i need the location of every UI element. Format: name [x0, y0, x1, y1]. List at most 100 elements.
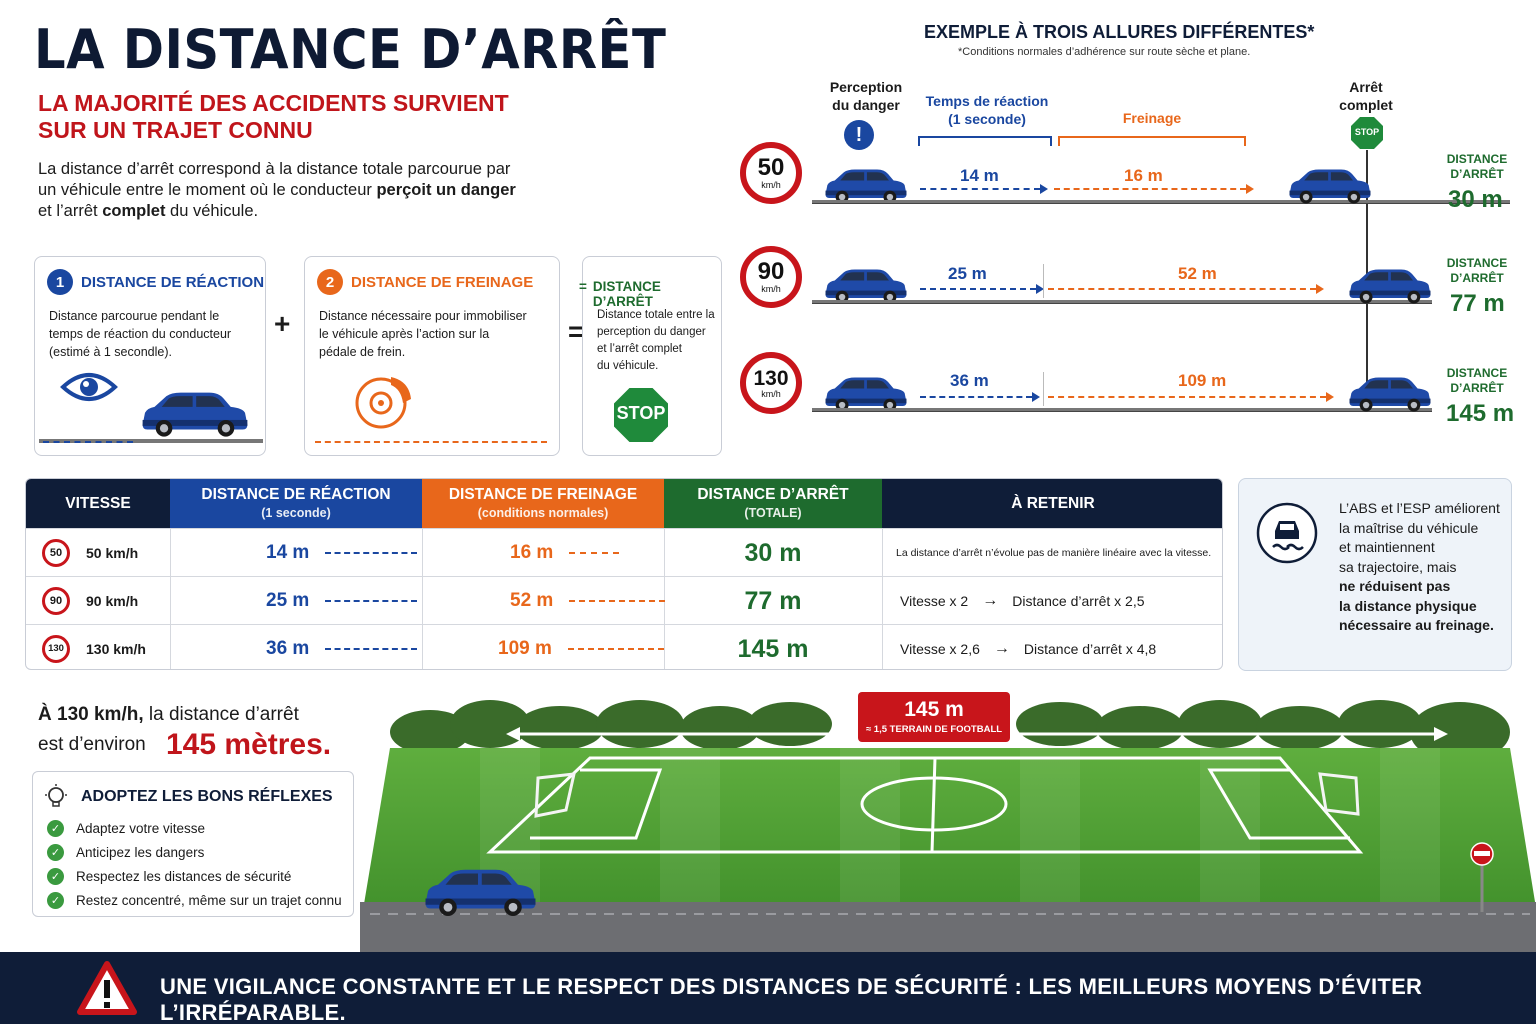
braking-arrow — [1048, 396, 1326, 398]
fact-text: la distance d’arrêt — [143, 704, 299, 725]
reaction-value: 14 m — [266, 542, 310, 563]
reaction-arrow — [325, 600, 418, 602]
text-line: Temps de réaction — [925, 93, 1049, 109]
subtitle-line-2: SUR UN TRAJET CONNU — [38, 117, 313, 143]
check-icon: ✓ — [47, 844, 64, 861]
lightbulb-icon — [45, 784, 67, 807]
text-line: DISTANCE — [1446, 152, 1508, 166]
fact-distance: 145 mètres. — [166, 728, 332, 761]
braking-distance-card: 2 DISTANCE DE FREINAGE Distance nécessai… — [304, 256, 560, 456]
intro-bold: complet — [102, 202, 166, 220]
header-text: DISTANCE D’ARRÊT — [697, 485, 849, 503]
stopping-distance-card: = DISTANCE D’ARRÊT Distance totale entre… — [579, 256, 722, 456]
speed-cell: 90 90 km/h — [42, 577, 138, 625]
equals-prefix: = — [579, 279, 587, 294]
speed-sign-value: 130 — [48, 643, 64, 655]
reaction-cell: 14 m — [266, 529, 418, 577]
speed-sign-icon: 90 — [42, 587, 70, 615]
speed-value: 130 — [753, 366, 789, 390]
text-line-bold: la distance physique — [1339, 597, 1477, 614]
right-arrow-icon: → — [993, 640, 1010, 657]
road — [812, 300, 1432, 304]
speed-text: 90 km/h — [86, 593, 139, 609]
reaction-time-label: Temps de réaction (1 seconde) — [914, 92, 1060, 128]
text-line: et maintiennent — [1339, 539, 1435, 555]
abs-esp-text: L’ABS et l’ESP améliorent la maîtrise du… — [1339, 499, 1500, 636]
stop-label: Arrêt complet — [1334, 78, 1398, 114]
stopping-card-header: = DISTANCE D’ARRÊT — [579, 279, 721, 309]
total-cell: 30 m — [664, 529, 882, 577]
text-line-bold: ne réduisent pas — [1339, 578, 1451, 594]
table-row: 50 50 km/h 14 m 16 m 30 m La distance d’a… — [26, 528, 1222, 577]
text-line: D’ARRÊT — [1450, 381, 1504, 395]
subtitle-line-1: LA MAJORITÉ DES ACCIDENTS SURVIENT — [38, 90, 509, 116]
text-line: Distance nécessaire pour immobiliser — [319, 309, 527, 323]
arrow-head — [1246, 184, 1254, 194]
eye-icon — [60, 373, 118, 401]
text-line: complet — [1339, 97, 1393, 113]
text-line: DISTANCE — [1446, 366, 1508, 380]
example-title: EXEMPLE À TROIS ALLURES DIFFÉRENTES* — [924, 22, 1315, 42]
braking-bracket — [1058, 136, 1246, 146]
fact-speed: À 130 km/h, — [38, 704, 144, 725]
speed-text: 50 km/h — [86, 545, 139, 561]
remember-cell: Vitesse x 2,6 → Distance d’arrêt x 4,8 — [900, 625, 1156, 669]
reaction-arrow — [325, 648, 418, 650]
total-cell: 145 m — [664, 625, 882, 669]
text-line: D’ARRÊT — [1450, 271, 1504, 285]
intro-text: La distance d’arrêt correspond à la dist… — [38, 160, 511, 199]
step-number: 2 — [317, 269, 343, 295]
equals-sign: = — [568, 316, 585, 347]
braking-arrow — [315, 441, 547, 443]
brake-disc-icon — [355, 377, 411, 429]
header-subtext: (TOTALE) — [744, 505, 802, 520]
speed-value: 50 — [757, 154, 785, 181]
header-reaction: DISTANCE DE RÉACTION (1 seconde) — [170, 479, 422, 528]
text-line: Distance totale entre la — [597, 309, 715, 321]
check-icon: ✓ — [47, 892, 64, 909]
speed-sign-130: 130 km/h — [740, 352, 802, 414]
fact-line-1: À 130 km/h, la distance d’arrêt — [38, 704, 299, 726]
tip-item: ✓ Restez concentré, même sur un trajet co… — [47, 892, 342, 909]
footer-banner: UNE VIGILANCE CONSTANTE ET LE RESPECT DE… — [0, 952, 1536, 1024]
tip-text: Anticipez les dangers — [76, 845, 205, 860]
total-label: DISTANCE D’ARRÊT — [1440, 366, 1514, 396]
tip-text: Respectez les distances de sécurité — [76, 869, 292, 884]
perception-label: Perception du danger — [826, 78, 906, 114]
reaction-distance-card: 1 DISTANCE DE RÉACTION Distance parcouru… — [34, 256, 266, 456]
arrow-head — [1040, 184, 1048, 194]
fact-line-2: est d’environ — [38, 734, 146, 755]
remember-text: La distance d’arrêt n’évolue pas de mani… — [896, 547, 1212, 559]
text-line: sa trajectoire, mais — [1339, 558, 1457, 575]
tips-title: ADOPTEZ LES BONS RÉFLEXES — [81, 788, 333, 805]
header-remember: À RETENIR — [882, 479, 1222, 528]
column-divider — [422, 528, 423, 669]
tips-header: ADOPTEZ LES BONS RÉFLEXES — [43, 784, 333, 810]
reaction-cell: 36 m — [266, 625, 418, 669]
braking-arrow — [1048, 288, 1316, 290]
football-field-illustration — [360, 700, 1536, 952]
speed-sign-50: 50 km/h — [740, 142, 802, 204]
remember-speed-factor: Vitesse x 2 — [900, 593, 969, 609]
reaction-arrow — [43, 441, 133, 443]
speed-sign-icon: 50 — [42, 539, 70, 567]
check-icon: ✓ — [47, 820, 64, 837]
text-line: (estimé à 1 secondle). — [49, 345, 172, 359]
car-icon — [1349, 269, 1431, 304]
reaction-card-text: Distance parcourue pendant le temps de r… — [49, 307, 231, 361]
text-line: D’ARRÊT — [1450, 167, 1504, 181]
text-line: temps de réaction du conducteur — [49, 327, 232, 341]
total-distance-value: 77 m — [1450, 290, 1505, 317]
field-distance-badge: 145 m ≈ 1,5 TERRAIN DE FOOTBALL — [858, 692, 1010, 742]
text-line: Arrêt — [1349, 79, 1383, 95]
braking-distance-value: 16 m — [1124, 166, 1163, 185]
text-line: du danger — [832, 97, 900, 113]
speed-unit: km/h — [761, 180, 781, 190]
speed-value: 90 — [757, 258, 785, 285]
text-line: du véhicule. — [597, 360, 659, 372]
text-line: le véhicule après l’action sur la — [319, 327, 490, 341]
table-row: 130 130 km/h 36 m 109 m 145 m Vitesse x 2… — [26, 624, 1222, 669]
total-distance-value: 30 m — [1448, 186, 1503, 213]
braking-card-text: Distance nécessaire pour immobiliser le … — [319, 307, 527, 361]
arrow-head — [1326, 392, 1334, 402]
